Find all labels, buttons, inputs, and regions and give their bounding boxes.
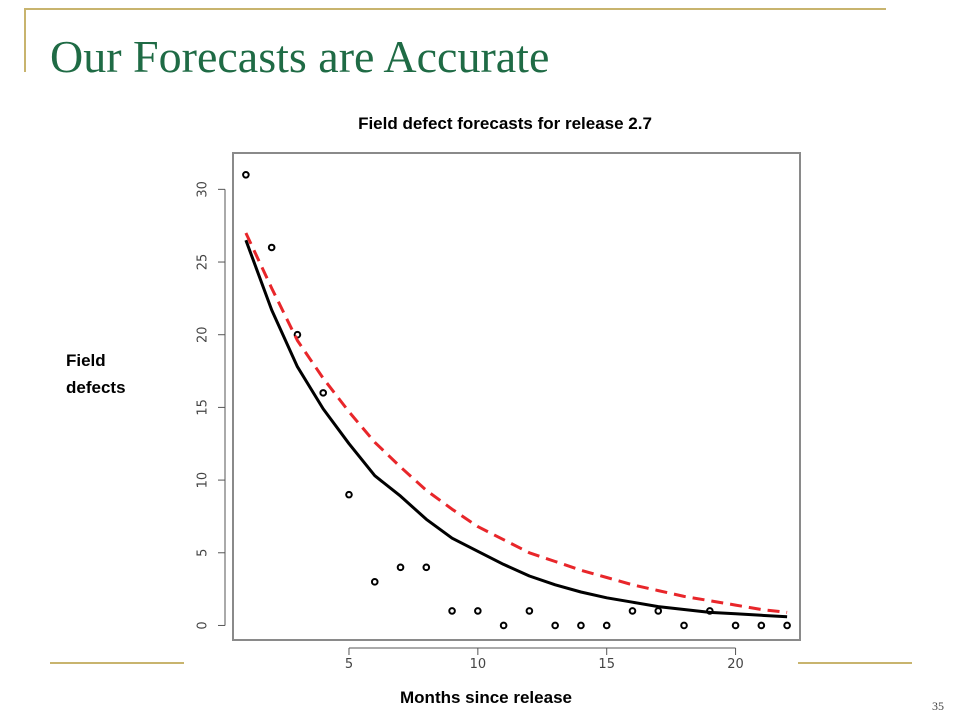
y-axis-label: Field defects	[66, 347, 126, 401]
data-point	[319, 389, 328, 397]
y-tick-label: 25	[196, 254, 211, 271]
data-point	[267, 243, 276, 252]
y-tick-label: 5	[196, 549, 211, 557]
data-point	[525, 607, 534, 615]
bottom-rule-right	[798, 662, 912, 664]
plot-frame	[232, 152, 801, 641]
data-point	[757, 621, 766, 630]
y-tick-label: 0	[196, 621, 211, 629]
data-point	[448, 607, 456, 615]
page-number: 35	[932, 699, 944, 713]
data-point	[654, 607, 663, 615]
data-point	[628, 607, 637, 615]
data-point	[680, 621, 688, 630]
data-point	[602, 621, 611, 630]
y-axis-label-line: Field	[66, 351, 106, 370]
top-rule	[24, 8, 886, 10]
data-point	[396, 563, 405, 572]
page-title: Our Forecasts are Accurate	[50, 31, 550, 82]
y-tick-label: 30	[196, 181, 211, 198]
left-rule	[24, 8, 26, 72]
x-tick-label: 10	[470, 657, 487, 672]
data-point	[499, 621, 508, 630]
y-axis-label-line: defects	[66, 378, 126, 398]
y-tick-label: 15	[196, 399, 211, 416]
data-point	[345, 490, 353, 499]
data-point	[551, 621, 559, 630]
x-axis-label: Months since release	[400, 688, 572, 707]
x-tick-label: 15	[598, 657, 615, 672]
data-point	[577, 621, 585, 630]
data-point	[370, 578, 379, 586]
data-point	[242, 171, 250, 179]
chart-title: Field defect forecasts for release 2.7	[358, 114, 652, 133]
y-tick-label: 10	[196, 472, 211, 489]
data-point	[783, 621, 791, 630]
data-point	[474, 607, 482, 615]
data-point	[422, 563, 431, 572]
data-point	[731, 621, 740, 630]
x-tick-label: 20	[727, 657, 744, 672]
forecast-line-solid	[244, 239, 788, 619]
y-tick-label: 20	[196, 326, 211, 343]
forecast-line-dashed	[244, 232, 788, 614]
x-tick-label: 5	[345, 657, 353, 672]
bottom-rule-left	[50, 662, 184, 664]
